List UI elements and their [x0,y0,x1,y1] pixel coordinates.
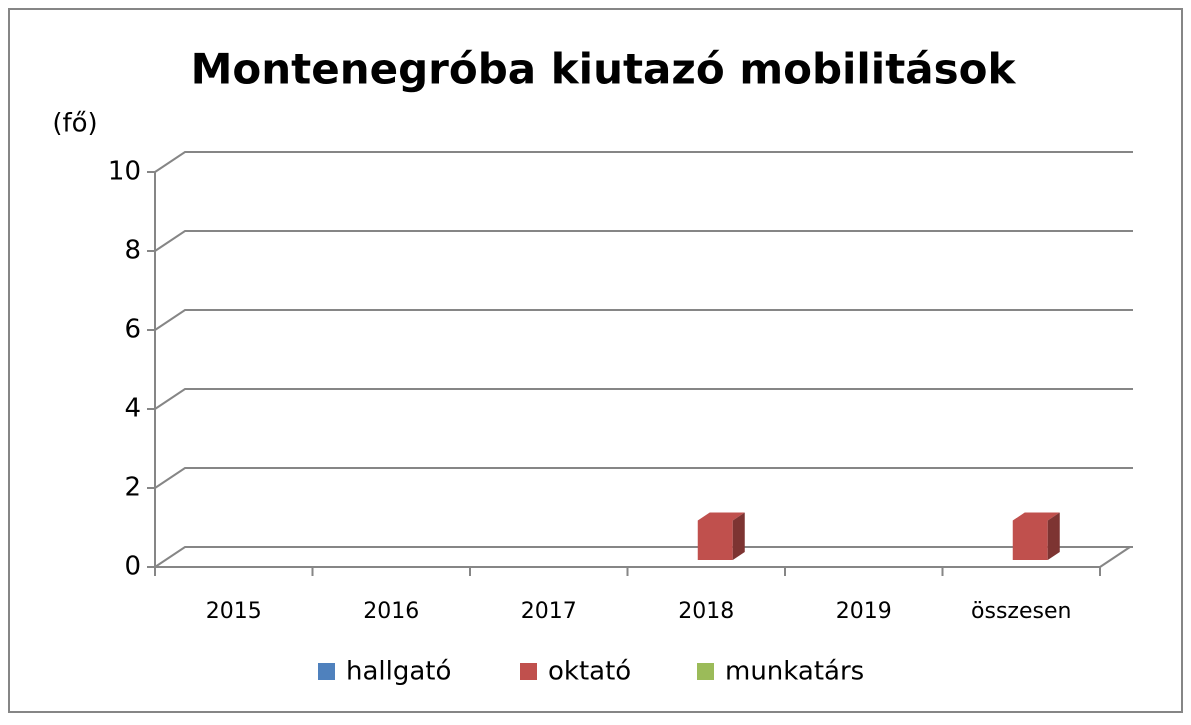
x-tick-label: 2019 [836,599,892,624]
chart-title: Montenegróba kiutazó mobilitások [191,45,1017,94]
y-axis-label: (fő) [52,109,97,139]
x-tick-label: 2018 [678,599,734,624]
x-tick-label: összesen [971,599,1071,624]
legend-swatch [318,663,335,680]
x-tick-label: 2017 [521,599,577,624]
y-tick-label: 6 [124,315,141,345]
bar-face [1047,512,1060,560]
grid-line [154,230,1133,252]
x-tick-label: 2015 [206,599,262,624]
bar-face [697,512,745,521]
bar-face [1012,512,1060,521]
y-tick-label: 2 [124,473,141,503]
grid-line [154,388,1133,410]
y-tick-label: 0 [124,552,141,582]
bar [697,512,745,560]
grid-line [154,309,1133,331]
grid-line [154,467,1133,489]
grid-line [154,546,1133,568]
floor-edge [1099,546,1131,568]
y-tick-label: 4 [124,394,141,424]
legend-label: hallgató [346,657,451,687]
legend-swatch [697,663,714,680]
bar-face [1012,520,1048,560]
bar-face [697,520,733,560]
grid-line [154,151,1133,173]
chart-frame [8,8,1183,713]
legend-label: munkatárs [725,657,864,687]
y-tick-label: 10 [108,157,141,187]
bar [1012,512,1060,560]
x-tick-label: 2016 [363,599,419,624]
legend-swatch [520,663,537,680]
bar-face [732,512,745,560]
legend-label: oktató [548,657,631,687]
y-tick-label: 8 [124,236,141,266]
